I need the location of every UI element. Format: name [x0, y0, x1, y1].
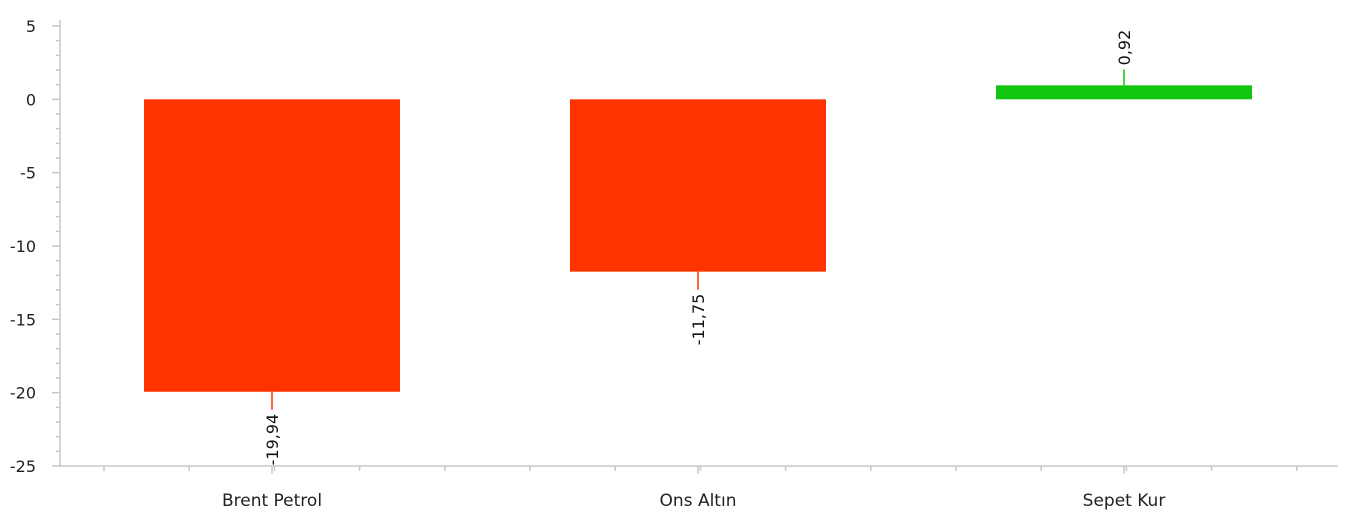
x-category-label: Brent Petrol — [222, 491, 322, 511]
y-tick-label: -15 — [10, 310, 36, 329]
x-category-label: Ons Altın — [660, 491, 737, 511]
x-category-label: Sepet Kur — [1083, 491, 1166, 511]
bar[interactable] — [144, 99, 400, 392]
y-axis: 5 0 -5 -10 -15 -20 -25 — [10, 17, 61, 476]
y-tick-label: -20 — [10, 384, 36, 403]
y-tick-label: 0 — [26, 90, 36, 109]
data-labels: -19,94 -11,75 0,92 — [263, 30, 1134, 466]
x-axis: Brent Petrol Ons Altın Sepet Kur — [60, 465, 1338, 511]
y-tick-label: -10 — [10, 237, 36, 256]
bars — [144, 85, 1252, 392]
y-tick-label: -5 — [20, 164, 36, 183]
data-label: -19,94 — [263, 414, 282, 466]
bar[interactable] — [996, 85, 1252, 100]
data-label: -11,75 — [689, 294, 708, 346]
y-tick-label: -25 — [10, 457, 36, 476]
bar[interactable] — [570, 99, 826, 272]
data-label: 0,92 — [1115, 30, 1134, 66]
y-tick-label: 5 — [26, 17, 36, 36]
